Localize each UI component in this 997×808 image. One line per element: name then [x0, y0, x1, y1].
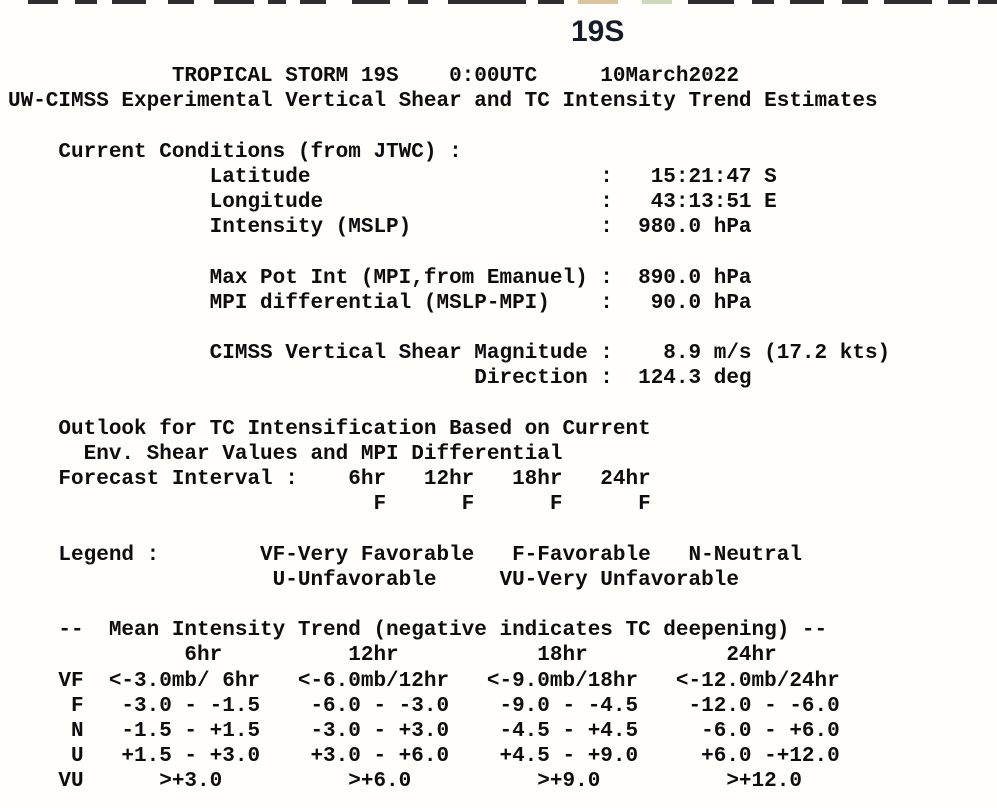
report-line: TROPICAL STORM 19S 0:00UTC 10March2022	[8, 65, 739, 88]
report-line: Latitude : 15:21:47 S	[8, 165, 777, 189]
crop-mark	[978, 0, 997, 4]
report-text: TROPICAL STORM 19S 0:00UTC 10March2022 UW…	[8, 64, 890, 794]
report-line: U-Unfavorable VU-Very Unfavorable	[8, 568, 739, 592]
report-line: Direction : 124.3 deg	[8, 367, 752, 391]
report-line: VU >+3.0 >+6.0 >+9.0 >+12.0	[8, 770, 802, 794]
page-title: 19S	[571, 15, 625, 48]
report-line	[8, 114, 890, 139]
report-line: Current Conditions (from JTWC) :	[8, 140, 462, 164]
crop-mark	[408, 0, 428, 4]
crop-mark	[214, 0, 254, 4]
report-line: Forecast Interval : 6hr 12hr 18hr 24hr	[8, 468, 651, 491]
report-line: Max Pot Int (MPI,from Emanuel) : 890.0 h…	[8, 266, 752, 290]
report-line	[8, 316, 890, 341]
crop-mark	[578, 0, 618, 4]
report-line: F F F F	[8, 493, 651, 517]
report-line: U +1.5 - +3.0 +3.0 - +6.0 +4.5 - +9.0 +6…	[8, 745, 840, 769]
crop-mark	[538, 0, 564, 4]
report-line	[8, 517, 890, 542]
report-line: Outlook for TC Intensification Based on …	[8, 417, 651, 441]
crop-mark	[752, 0, 774, 4]
crop-mark	[790, 0, 824, 4]
report-line: Legend : VF-Very Favorable F-Favorable N…	[8, 543, 802, 567]
report-line: UW-CIMSS Experimental Vertical Shear and…	[8, 90, 878, 114]
report-line: Env. Shear Values and MPI Differential	[8, 442, 563, 466]
crop-mark	[842, 0, 868, 4]
crop-mark	[884, 0, 932, 4]
report-line: -- Mean Intensity Trend (negative indica…	[8, 619, 828, 643]
report-line: Longitude : 43:13:51 E	[8, 190, 777, 214]
crop-mark	[28, 0, 58, 4]
crop-mark	[448, 0, 526, 4]
report-line: CIMSS Vertical Shear Magnitude : 8.9 m/s…	[8, 342, 891, 366]
crop-mark	[268, 0, 286, 4]
report-line	[8, 593, 890, 618]
top-crop-marks	[0, 0, 997, 6]
report-line: Intensity (MSLP) : 980.0 hPa	[8, 216, 752, 240]
crop-mark	[300, 0, 326, 4]
crop-mark	[948, 0, 970, 4]
report-line: 6hr 12hr 18hr 24hr	[8, 644, 777, 668]
crop-mark	[112, 0, 146, 4]
report-line	[8, 240, 890, 265]
crop-mark	[352, 0, 390, 4]
crop-mark	[75, 0, 97, 4]
report-line	[8, 391, 890, 416]
crop-mark	[642, 0, 672, 4]
report-line: MPI differential (MSLP-MPI) : 90.0 hPa	[8, 291, 752, 315]
report-line: N -1.5 - +1.5 -3.0 - +3.0 -4.5 - +4.5 -6…	[8, 719, 840, 743]
report-line: VF <-3.0mb/ 6hr <-6.0mb/12hr <-9.0mb/18h…	[8, 669, 840, 693]
crop-mark	[688, 0, 734, 4]
crop-mark	[168, 0, 194, 4]
report-line: F -3.0 - -1.5 -6.0 - -3.0 -9.0 - -4.5 -1…	[8, 694, 840, 718]
